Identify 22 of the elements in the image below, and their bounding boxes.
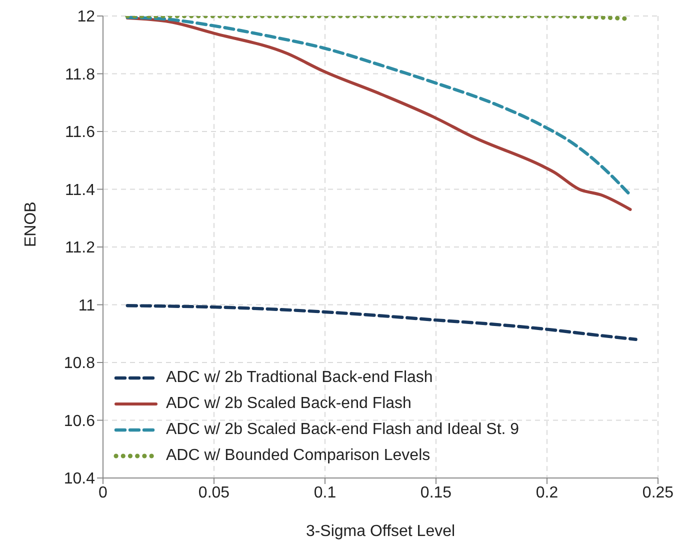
x-tick-label: 0.2 <box>536 484 558 502</box>
x-axis-title: 3-Sigma Offset Level <box>306 523 456 540</box>
y-tick-label: 10.8 <box>64 355 96 372</box>
y-axis-title: ENOB <box>22 202 40 247</box>
legend-label: ADC w/ 2b Scaled Back-end Flash and Ideal St. 9 <box>166 421 520 439</box>
x-tick-label: 0.1 <box>314 484 336 502</box>
legend-label: ADC w/ 2b Tradtional Back-end Flash <box>166 369 433 387</box>
y-tick-label: 11.6 <box>65 124 96 142</box>
y-tick-label: 11.2 <box>65 240 96 257</box>
legend-label: ADC w/ Bounded Comparison Levels <box>166 447 430 465</box>
y-tick-label: 10.4 <box>64 470 96 488</box>
x-tick-label: 0 <box>98 484 108 502</box>
y-tick-label: 12 <box>77 8 96 26</box>
y-tick-label: 11.8 <box>65 66 96 84</box>
legend-label: ADC w/ 2b Scaled Back-end Flash <box>166 395 412 413</box>
y-tick-label: 11.4 <box>65 182 96 199</box>
y-tick-label: 10.6 <box>64 412 96 430</box>
line-series <box>126 304 638 341</box>
x-tick-label: 0.25 <box>642 484 674 502</box>
y-tick-label: 11 <box>78 297 96 314</box>
x-tick-label: 0.05 <box>198 484 230 502</box>
x-tick-label: 0.15 <box>420 484 452 502</box>
